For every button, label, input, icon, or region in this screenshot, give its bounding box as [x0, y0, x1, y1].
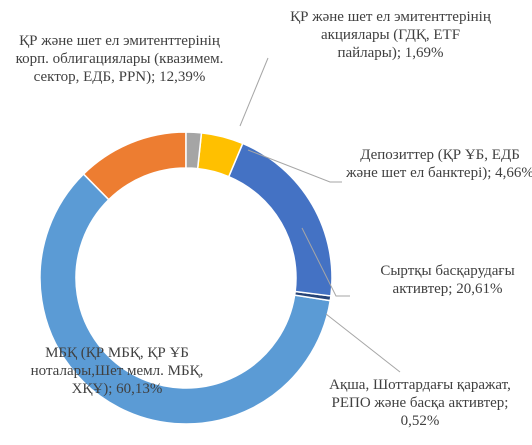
slice-label: ҚР және шет ел эмитенттерінің акциялары … — [288, 8, 493, 62]
category: ҚР және шет ел эмитенттерінің корп. обли… — [15, 33, 224, 85]
donut-slice — [196, 131, 244, 178]
slice-label: Сыртқы басқарудағы активтер; 20,61% — [360, 262, 532, 298]
slice-label: Ақша, Шоттардағы қаражат, РЕПО және басқ… — [320, 376, 520, 430]
slice-label: МБҚ (ҚР МБҚ, ҚР ҰБ ноталары,Шет мемл. МБ… — [22, 344, 212, 398]
slice-label: ҚР және шет ел эмитенттерінің корп. обли… — [12, 32, 227, 86]
donut-slice — [39, 172, 332, 425]
donut-slice — [185, 131, 203, 170]
category: ҚР және шет ел эмитенттерінің акциялары … — [290, 9, 491, 61]
leader-line — [247, 149, 342, 183]
leader-line — [325, 313, 401, 373]
category: Ақша, Шоттардағы қаражат, РЕПО және басқ… — [329, 377, 511, 411]
leader-line — [239, 57, 269, 127]
category: Сыртқы басқарудағы активтер; — [380, 263, 515, 297]
value-label: 60,13% — [116, 381, 163, 397]
category: МБҚ (ҚР МБҚ, ҚР ҰБ ноталары,Шет мемл. МБ… — [30, 345, 204, 397]
value-label: 4,66% — [495, 165, 532, 181]
value-label: 1,69% — [404, 45, 444, 61]
value-label: 20,61% — [456, 281, 503, 297]
value-label: 0,52% — [400, 413, 440, 429]
donut-slice — [227, 142, 333, 297]
value-label: 12,39% — [159, 69, 206, 85]
category: Депозиттер (ҚР ҰБ, ЕДБ және шет ел банкт… — [346, 147, 520, 181]
leader-line — [301, 227, 350, 297]
slice-label: Депозиттер (ҚР ҰБ, ЕДБ және шет ел банкт… — [345, 146, 532, 182]
